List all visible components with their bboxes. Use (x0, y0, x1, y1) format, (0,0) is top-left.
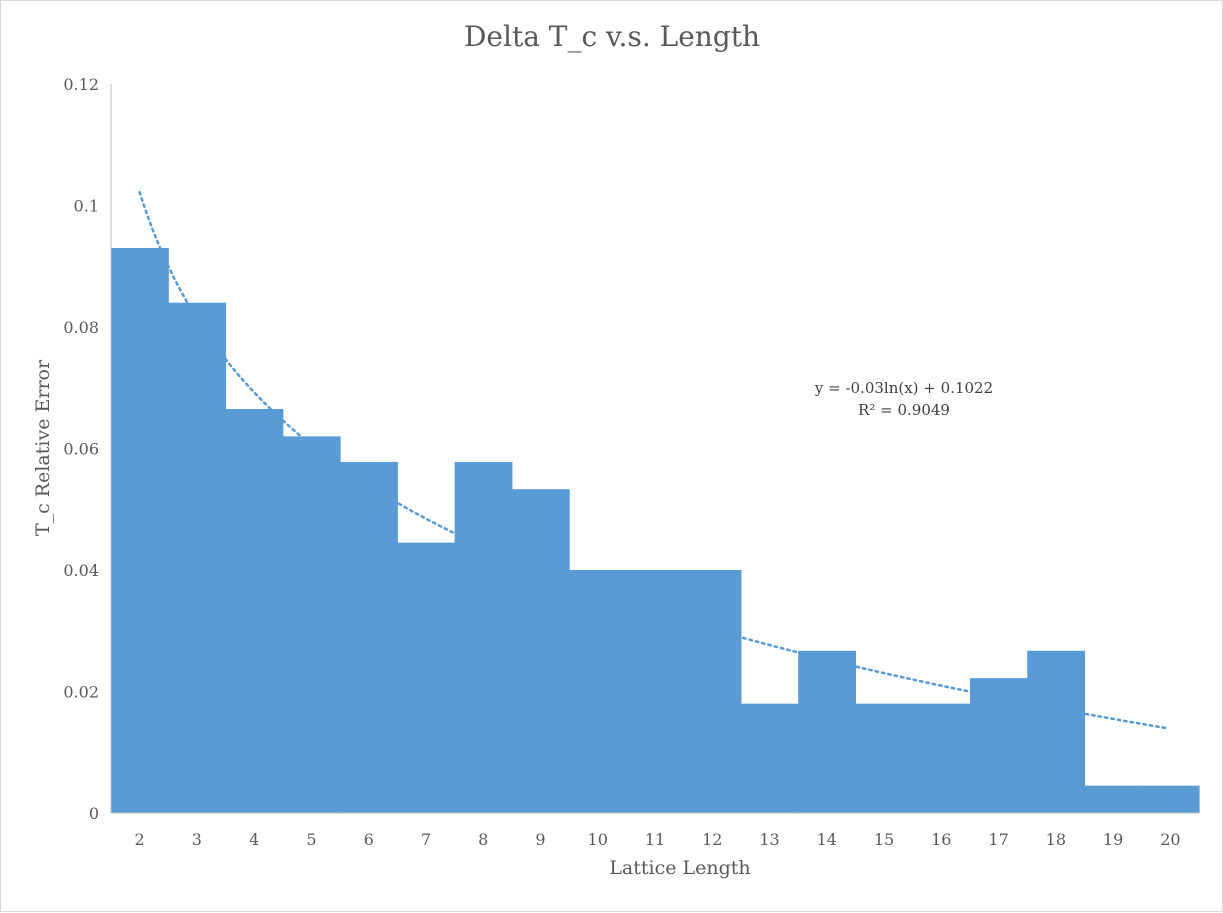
x-tick-16: 16 (931, 830, 951, 849)
bar-18 (1027, 650, 1086, 813)
bar-5 (282, 436, 341, 813)
bar-15 (855, 703, 914, 813)
y-tick-0.12: 0.12 (63, 75, 99, 94)
x-tick-20: 20 (1160, 830, 1180, 849)
bar-10 (569, 570, 627, 813)
x-tick-2: 2 (135, 830, 145, 849)
bar-19 (1084, 785, 1143, 813)
y-tick-0: 0 (89, 804, 99, 823)
x-tick-13: 13 (759, 830, 779, 849)
x-tick-labels: 2 3 4 5 6 7 8 9 10 11 12 13 14 15 16 17 18 19 20 (135, 830, 1181, 849)
bar-4 (225, 409, 284, 813)
y-tick-labels: 0 0.02 0.04 0.06 0.08 0.1 0.12 (63, 75, 99, 823)
bar-6 (340, 461, 398, 813)
x-tick-15: 15 (874, 830, 894, 849)
bar-16 (912, 703, 971, 813)
y-tick-0.02: 0.02 (63, 683, 99, 702)
trendline-r2: R² = 0.9049 (858, 401, 950, 419)
x-tick-3: 3 (192, 830, 202, 849)
x-tick-12: 12 (702, 830, 722, 849)
x-tick-17: 17 (988, 830, 1008, 849)
x-axis-title: Lattice Length (609, 857, 750, 879)
x-tick-6: 6 (364, 830, 374, 849)
trendline-equation: y = -0.03ln(x) + 0.1022 (814, 379, 993, 397)
x-tick-7: 7 (421, 830, 431, 849)
bar-20 (1141, 785, 1200, 813)
y-tick-0.04: 0.04 (63, 561, 99, 580)
bar-8 (454, 461, 513, 813)
bars-group (111, 248, 1200, 813)
x-tick-9: 9 (535, 830, 545, 849)
bar-9 (511, 489, 570, 813)
x-tick-14: 14 (817, 830, 837, 849)
bar-14 (798, 650, 857, 813)
x-tick-5: 5 (306, 830, 316, 849)
bar-2 (111, 248, 169, 813)
x-tick-10: 10 (588, 830, 608, 849)
y-tick-0.08: 0.08 (63, 318, 99, 337)
y-tick-0.06: 0.06 (63, 440, 99, 459)
trendline-group (138, 190, 1169, 730)
chart-title: Delta T_c v.s. Length (464, 20, 760, 53)
y-axis-title: T_c Relative Error (32, 359, 54, 536)
bar-3 (168, 302, 227, 813)
bar-7 (397, 542, 456, 813)
x-tick-8: 8 (478, 830, 488, 849)
y-tick-0.1: 0.1 (74, 197, 99, 216)
bar-13 (740, 703, 799, 813)
trendline-path (138, 190, 1169, 730)
x-tick-11: 11 (645, 830, 665, 849)
x-tick-4: 4 (249, 830, 259, 849)
bar-12 (683, 570, 742, 813)
x-tick-19: 19 (1103, 830, 1123, 849)
x-tick-18: 18 (1046, 830, 1066, 849)
bar-11 (626, 570, 685, 813)
